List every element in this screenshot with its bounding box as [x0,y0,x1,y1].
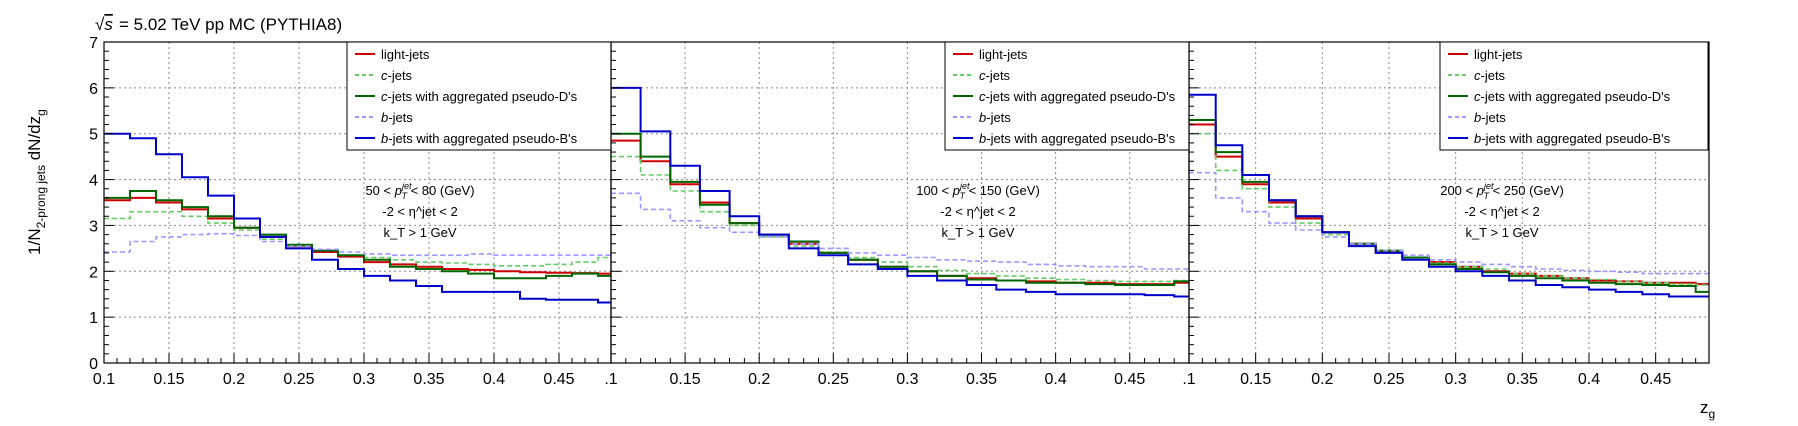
legend-label-bagg: b-jets with aggregated pseudo-B's [979,131,1176,146]
x-tick-label: 0.25 [818,371,849,388]
y-tick-label: 3 [89,218,98,235]
series-b [1189,171,1709,275]
x-tick-label: 0.4 [483,371,505,388]
x-tick-label: 0.15 [153,371,184,388]
x-tick-label: 0.35 [413,371,444,388]
series-c [611,155,1189,283]
x-tick-label: 0.3 [896,371,918,388]
series-c [1189,132,1709,286]
kinematic-annotation: 50 < pjet T < 80 (GeV) -2 < η^jet < 2 k_T >… [365,181,474,240]
legend-box [1439,41,1709,151]
series-b [104,232,611,256]
legend-label-c: c-jets [381,68,413,83]
x-tick-label: 0.35 [966,371,997,388]
series-b [611,192,1189,270]
y-ticks [611,41,621,364]
x-axis-title: zg [1700,398,1715,421]
y-axis-label: 1/N2-prong jets dN/dzg [25,109,48,255]
panels: 0.1 0.15 0.2 0.25 0.3 0.35 0.4 0.45 0 1 2 3 4 5 6 7 50 <… [89,35,1710,388]
annotation-line: 50 < pjet T < 80 (GeV) [365,181,474,201]
x-tick-label: .1 [604,371,617,388]
legend-label-c: c-jets [1474,68,1506,83]
annotation-line: k_T > 1 GeV [383,225,456,240]
header-sqrt: √s [95,15,113,34]
annotation-line: k_T > 1 GeV [941,225,1014,240]
x-ticks: .1 0.15 0.2 0.25 0.3 0.35 0.4 0.45 [604,353,1175,388]
x-tick-label: 0.2 [748,371,770,388]
y-tick-label: 1 [89,310,98,327]
x-tick-label: 0.3 [353,371,375,388]
panel-middle: .1 0.15 0.2 0.25 0.3 0.35 0.4 0.45 100 < pjet T <… [604,41,1190,388]
x-tick-label: 0.2 [223,371,245,388]
series-group [611,86,1189,298]
annotation-line: 200 < pjet T < 250 (GeV) [1440,181,1564,201]
y-tick-label: 7 [89,35,98,52]
x-tick-label: 0.45 [543,371,574,388]
legend-box [346,41,612,151]
y-tick-label: 2 [89,264,98,281]
y-ticks [1189,41,1199,364]
annotation-line: -2 < η^jet < 2 [1464,204,1539,219]
annotation-line: k_T > 1 GeV [1465,225,1538,240]
legend: light-jets c-jets c-jets with aggregated p… [1439,41,1709,151]
annotation-line: 100 < pjet T < 150 (GeV) [916,181,1040,201]
legend-label-cagg: c-jets with aggregated pseudo-D's [979,89,1176,104]
legend-label-b: b-jets [979,110,1011,125]
x-tick-label: 0.2 [1311,371,1333,388]
y-axis-title: 1/N2-prong jets dN/dzg [25,109,48,255]
x-tick-label: 0.1 [93,371,115,388]
header: √s = 5.02 TeV pp MC (PYTHIA8) [95,15,342,34]
header-title: = 5.02 TeV pp MC (PYTHIA8) [119,15,342,34]
legend-box [944,41,1190,151]
series-bagg [1189,93,1709,298]
x-ticks: .1 0.15 0.2 0.25 0.3 0.35 0.4 0.45 [1182,353,1697,388]
x-tick-label: 0.35 [1507,371,1538,388]
legend: light-jets c-jets c-jets with aggregated p… [944,41,1190,151]
y-tick-label: 6 [89,81,98,98]
x-tick-label: 0.4 [1044,371,1066,388]
x-tick-label: 0.25 [283,371,314,388]
legend-label-bagg: b-jets with aggregated pseudo-B's [381,131,578,146]
series-cagg [104,190,611,280]
legend-label-b: b-jets [1474,110,1506,125]
x-tick-label: 0.15 [1240,371,1271,388]
legend-label-light: light-jets [979,47,1028,62]
annotation-line: -2 < η^jet < 2 [940,204,1015,219]
series-cagg [611,132,1189,286]
annotation-line: -2 < η^jet < 2 [382,204,457,219]
series-c [104,210,611,267]
series-group [104,132,611,304]
legend-label-light: light-jets [1474,47,1523,62]
legend-label-cagg: c-jets with aggregated pseudo-D's [381,89,578,104]
x-axis-label: zg [1700,398,1715,421]
x-tick-label: .1 [1182,371,1195,388]
series-group [1189,93,1709,298]
x-tick-label: 0.3 [1445,371,1467,388]
x-tick-label: 0.4 [1578,371,1600,388]
x-tick-label: 0.25 [1373,371,1404,388]
y-tick-label: 5 [89,127,98,144]
series-bagg [104,132,611,304]
kinematic-annotation: 200 < pjet T < 250 (GeV) -2 < η^jet < 2 k_T… [1440,181,1564,240]
legend-label-light: light-jets [381,47,430,62]
x-tick-label: 0.45 [1640,371,1671,388]
legend-label-c: c-jets [979,68,1011,83]
series-light [104,196,611,275]
legend: light-jets c-jets c-jets with aggregated p… [346,41,612,151]
kinematic-annotation: 100 < pjet T < 150 (GeV) -2 < η^jet < 2 k_T… [916,181,1040,240]
y-tick-label: 4 [89,173,98,190]
legend-label-cagg: c-jets with aggregated pseudo-D's [1474,89,1671,104]
panel-right: .1 0.15 0.2 0.25 0.3 0.35 0.4 0.45 200 < pjet T <… [1182,41,1710,388]
x-tick-label: 0.45 [1114,371,1145,388]
panel-left: 0.1 0.15 0.2 0.25 0.3 0.35 0.4 0.45 0 1 2 3 4 5 6 7 50 <… [89,35,612,388]
y-ticks: 0 1 2 3 4 5 6 7 [89,35,114,373]
legend-label-bagg: b-jets with aggregated pseudo-B's [1474,131,1671,146]
x-ticks: 0.1 0.15 0.2 0.25 0.3 0.35 0.4 0.45 [93,353,599,388]
legend-label-b: b-jets [381,110,413,125]
series-bagg [611,86,1189,298]
y-tick-label: 0 [89,356,98,373]
x-tick-label: 0.15 [670,371,701,388]
